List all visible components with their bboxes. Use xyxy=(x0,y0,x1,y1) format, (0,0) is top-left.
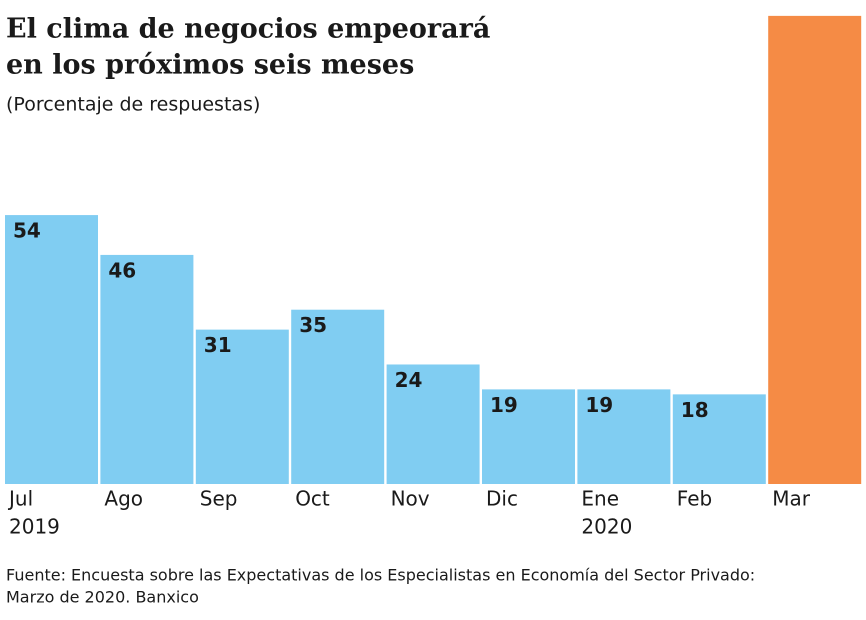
value-label: 24 xyxy=(395,368,423,392)
value-label: 31 xyxy=(204,333,232,357)
bar xyxy=(386,364,480,484)
chart-title: en los próximos seis meses xyxy=(6,50,414,81)
source-note: Fuente: Encuesta sobre las Expectativas … xyxy=(6,566,755,585)
value-label: 18 xyxy=(681,398,709,422)
value-label: 46 xyxy=(108,258,136,282)
value-label: 19 xyxy=(585,393,613,417)
x-tick-label: Ene xyxy=(581,487,619,511)
x-tick-label: Feb xyxy=(677,487,712,511)
bar xyxy=(482,389,575,484)
x-tick-label: Dic xyxy=(486,487,518,511)
bar xyxy=(577,389,671,484)
x-tick-sublabel: 2019 xyxy=(9,515,60,539)
x-tick-label: Ago xyxy=(104,487,143,511)
bar xyxy=(5,215,98,484)
bar xyxy=(100,254,194,484)
bar xyxy=(672,394,766,484)
x-tick-label: Mar xyxy=(772,487,811,511)
value-label: 54 xyxy=(13,219,41,243)
value-label: 19 xyxy=(490,393,518,417)
x-tick-label: Jul xyxy=(7,487,33,511)
bar xyxy=(195,329,289,484)
x-tick-label: Sep xyxy=(200,487,238,511)
chart-title: El clima de negocios empeorará xyxy=(6,14,490,45)
x-tick-sublabel: 2020 xyxy=(581,515,632,539)
bar xyxy=(768,15,862,484)
x-tick-label: Oct xyxy=(295,487,330,511)
value-label: 35 xyxy=(299,313,327,337)
x-tick-label: Nov xyxy=(391,487,430,511)
bar xyxy=(291,309,385,484)
source-note: Marzo de 2020. Banxico xyxy=(6,588,199,607)
chart-subtitle: (Porcentaje de respuestas) xyxy=(6,94,260,116)
